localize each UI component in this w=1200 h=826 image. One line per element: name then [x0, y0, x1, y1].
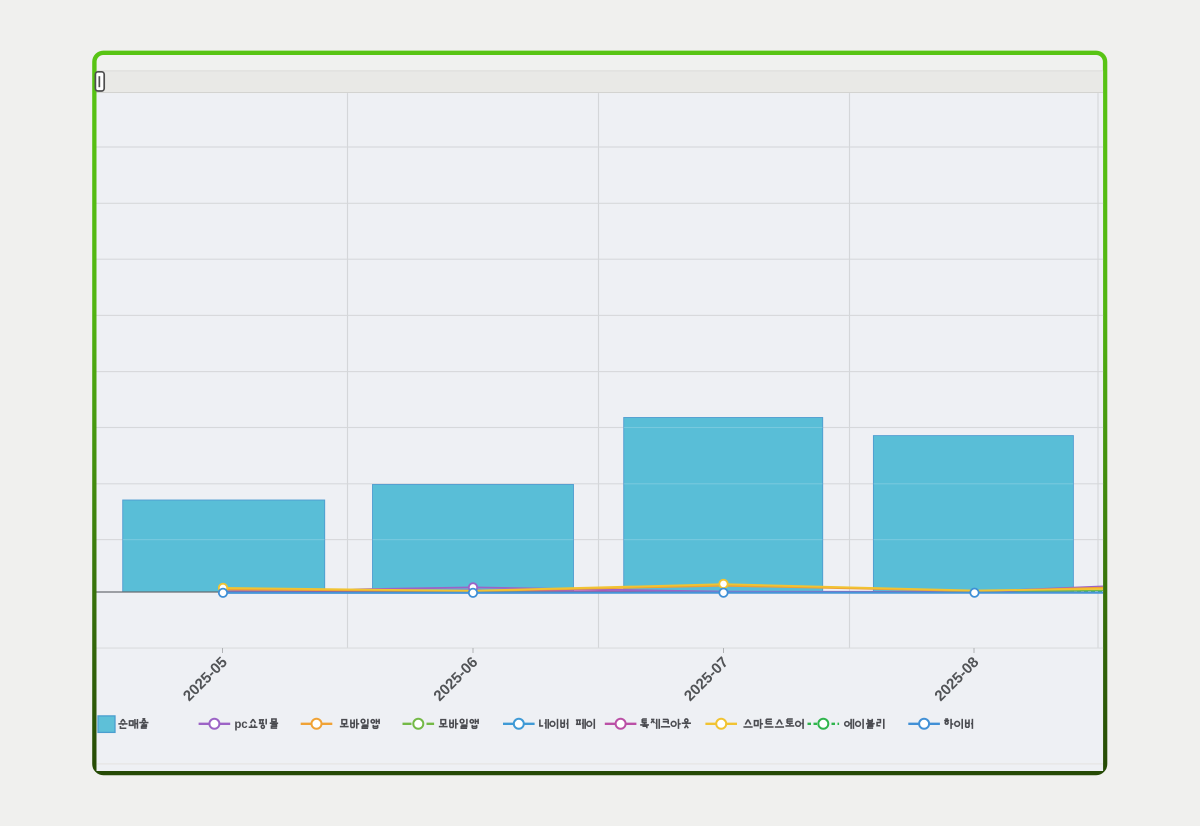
svg-text:p: p — [234, 719, 241, 731]
svg-text:c: c — [241, 719, 248, 731]
